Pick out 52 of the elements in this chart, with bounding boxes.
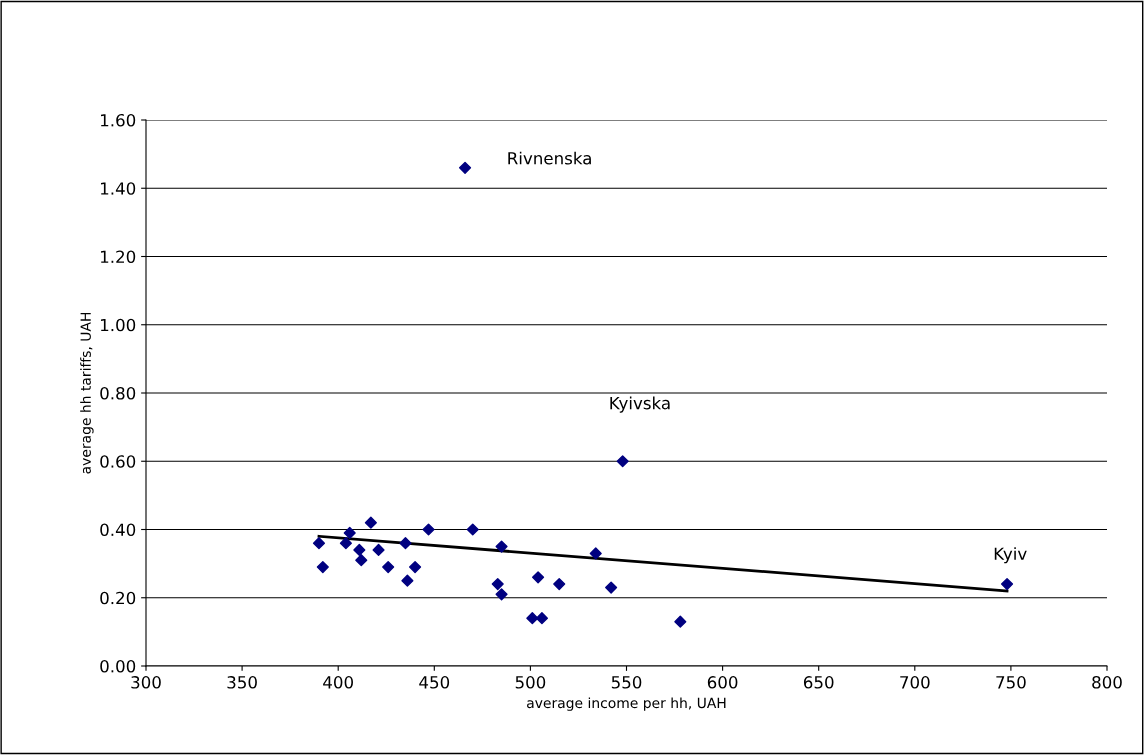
point bbox=[466, 523, 479, 536]
point bbox=[382, 560, 395, 574]
point bbox=[616, 455, 629, 468]
y-tick-label: 1.40 bbox=[101, 182, 136, 195]
x-tick-label: 600 bbox=[707, 676, 738, 689]
point bbox=[355, 554, 368, 567]
point bbox=[401, 574, 414, 587]
point bbox=[605, 581, 618, 594]
point bbox=[353, 543, 366, 557]
x-tick-label: 750 bbox=[996, 676, 1026, 689]
point bbox=[399, 537, 412, 550]
point bbox=[458, 161, 472, 174]
point bbox=[422, 523, 435, 536]
annotation: Kyivska bbox=[610, 396, 670, 413]
point bbox=[339, 537, 352, 550]
x-tick-label: 500 bbox=[515, 676, 546, 689]
point bbox=[409, 560, 422, 574]
point bbox=[535, 612, 549, 625]
y-tick-label: 1.20 bbox=[101, 250, 136, 264]
x-tick-label: 550 bbox=[611, 676, 642, 689]
point bbox=[495, 588, 508, 601]
y-axis-title: average hh tariffs, UAH bbox=[80, 312, 94, 474]
point bbox=[495, 540, 508, 553]
y-tick-label: 0.00 bbox=[100, 659, 136, 673]
point bbox=[364, 516, 377, 529]
point bbox=[553, 578, 566, 591]
y-tick-label: 0.60 bbox=[100, 455, 136, 468]
point bbox=[312, 537, 326, 550]
point bbox=[343, 526, 356, 539]
point bbox=[526, 612, 539, 625]
y-tick-label: 1.60 bbox=[101, 113, 136, 127]
point bbox=[674, 615, 687, 628]
x-tick-label: 800 bbox=[1092, 676, 1122, 689]
x-tick-label: 650 bbox=[803, 676, 834, 689]
point bbox=[491, 578, 504, 591]
y-tick-label: 1.00 bbox=[101, 318, 136, 332]
point bbox=[372, 543, 385, 557]
x-tick-label: 400 bbox=[323, 676, 353, 689]
annotation: Kyiv bbox=[994, 547, 1027, 564]
x-tick-label: 450 bbox=[419, 676, 450, 689]
point bbox=[532, 571, 545, 584]
annotation: Rivnenska bbox=[508, 151, 591, 165]
point bbox=[589, 547, 602, 560]
x-tick-label: 700 bbox=[900, 676, 930, 689]
x-axis-title: average income per hh, UAH bbox=[527, 697, 726, 711]
y-tick-label: 0.80 bbox=[100, 386, 136, 400]
y-tick-label: 0.40 bbox=[100, 523, 136, 537]
x-tick-label: 350 bbox=[227, 676, 257, 689]
point bbox=[1000, 578, 1014, 591]
x-tick-label: 300 bbox=[131, 676, 161, 689]
y-tick-label: 0.20 bbox=[100, 591, 136, 605]
point bbox=[316, 560, 329, 574]
